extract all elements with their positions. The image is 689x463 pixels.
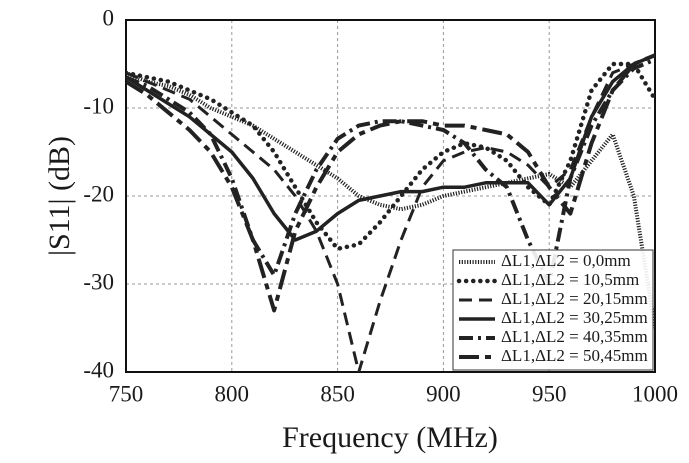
legend-label: ΔL1,ΔL2 = 10,5mm (501, 270, 639, 289)
y-tick-label: -30 (83, 269, 114, 294)
plot-frame (125, 19, 656, 373)
legend-label: ΔL1,ΔL2 = 20,15mm (501, 289, 648, 308)
x-tick-label: 1000 (632, 381, 678, 406)
series-line (126, 53, 655, 372)
series-line (126, 53, 655, 313)
legend-box (452, 249, 654, 371)
x-axis-label: Frequency (MHz) (282, 421, 498, 454)
legend-label: ΔL1,ΔL2 = 0,0mm (501, 251, 631, 270)
y-tick-label: -40 (83, 357, 114, 382)
legend-label: ΔL1,ΔL2 = 50,45mm (501, 346, 648, 365)
series-line (126, 61, 655, 252)
series-line (126, 57, 655, 286)
y-tick-label: -10 (83, 93, 114, 118)
x-tick-label: 900 (426, 381, 461, 406)
series-line (126, 53, 655, 242)
y-tick-label: -20 (83, 181, 114, 206)
x-tick-label: 750 (109, 381, 144, 406)
x-tick-label: 950 (532, 381, 567, 406)
x-tick-label: 800 (215, 381, 250, 406)
legend-label: ΔL1,ΔL2 = 30,25mm (501, 308, 648, 327)
legend-label: ΔL1,ΔL2 = 40,35mm (501, 327, 648, 346)
y-tick-label: 0 (103, 5, 115, 30)
x-tick-label: 850 (320, 381, 355, 406)
y-axis-label: |S11| (dB) (43, 136, 76, 256)
